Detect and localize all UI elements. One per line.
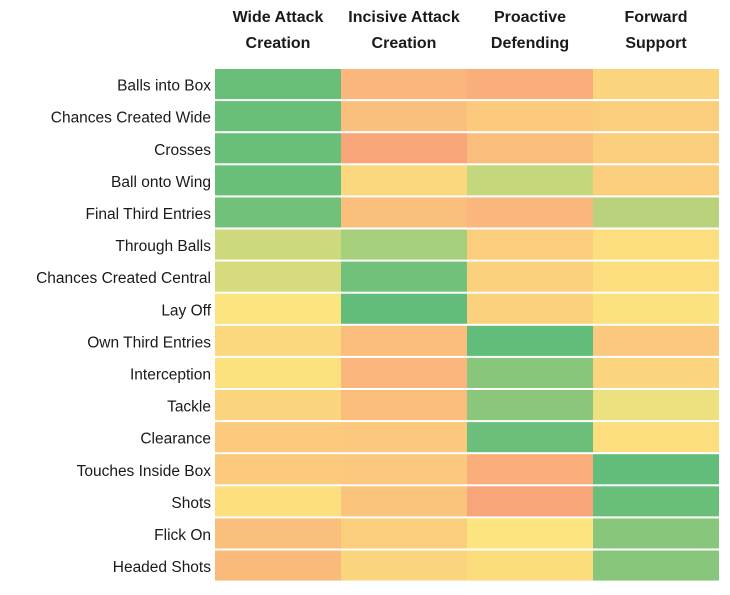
column-label-line: Creation — [372, 35, 437, 52]
heatmap-cell-headed-shots-forward-support — [593, 550, 719, 581]
heatmap-cell-flick-on-incisive-attack-creation — [341, 518, 467, 549]
row-label-lay-off: Lay Off — [161, 302, 211, 319]
heatmap-cell-own-third-entries-forward-support — [593, 325, 719, 356]
heatmap-cell-final-third-entries-forward-support — [593, 197, 719, 228]
row-label-headed-shots: Headed Shots — [113, 559, 211, 576]
row-label-flick-on: Flick On — [154, 527, 211, 544]
column-label-wide-attack-creation: Wide Attack Creation — [233, 9, 324, 52]
heatmap-cell-through-balls-wide-attack-creation — [215, 229, 341, 260]
heatmap-cell-own-third-entries-proactive-defending — [467, 325, 593, 356]
heatmap-cell-through-balls-forward-support — [593, 229, 719, 260]
column-label-proactive-defending: Proactive Defending — [491, 9, 569, 52]
heatmap-cell-through-balls-proactive-defending — [467, 229, 593, 260]
heatmap-cell-headed-shots-incisive-attack-creation — [341, 550, 467, 581]
heatmap-cell-clearance-proactive-defending — [467, 422, 593, 453]
column-label-line: Incisive Attack — [348, 9, 460, 26]
column-label-line: Proactive — [494, 9, 566, 26]
heatmap-cell-shots-incisive-attack-creation — [341, 486, 467, 517]
heatmap-cell-through-balls-incisive-attack-creation — [341, 229, 467, 260]
heatmap-cell-flick-on-proactive-defending — [467, 518, 593, 549]
heatmap-cell-chances-created-wide-incisive-attack-creation — [341, 101, 467, 132]
heatmap-cell-lay-off-proactive-defending — [467, 293, 593, 324]
heatmap-cell-touches-inside-box-proactive-defending — [467, 454, 593, 485]
heatmap-cell-balls-into-box-proactive-defending — [467, 69, 593, 100]
heatmap-cell-crosses-proactive-defending — [467, 133, 593, 164]
heatmap-cell-tackle-proactive-defending — [467, 390, 593, 421]
column-label-line: Forward — [624, 9, 687, 26]
heatmap-cell-shots-wide-attack-creation — [215, 486, 341, 517]
heatmap-cell-flick-on-wide-attack-creation — [215, 518, 341, 549]
row-label-clearance: Clearance — [140, 431, 211, 448]
heatmap-cell-final-third-entries-incisive-attack-creation — [341, 197, 467, 228]
heatmap-cell-chances-created-wide-forward-support — [593, 101, 719, 132]
heatmap-cell-interception-proactive-defending — [467, 357, 593, 388]
row-label-touches-inside-box: Touches Inside Box — [77, 463, 212, 480]
column-label-line: Creation — [246, 35, 311, 52]
row-labels: Balls into Box Chances Created Wide Crosse… — [36, 78, 212, 576]
column-label-line: Support — [625, 35, 687, 52]
heatmap-cell-tackle-incisive-attack-creation — [341, 390, 467, 421]
heatmap-cell-shots-forward-support — [593, 486, 719, 517]
row-label-through-balls: Through Balls — [115, 238, 211, 255]
heatmap-cell-ball-onto-wing-wide-attack-creation — [215, 165, 341, 196]
heatmap-cells — [215, 69, 719, 581]
heatmap-cell-chances-created-central-incisive-attack-creation — [341, 261, 467, 292]
row-label-chances-created-wide: Chances Created Wide — [51, 110, 211, 127]
heatmap-cell-balls-into-box-forward-support — [593, 69, 719, 100]
heatmap-cell-interception-forward-support — [593, 357, 719, 388]
heatmap-cell-lay-off-incisive-attack-creation — [341, 293, 467, 324]
row-label-ball-onto-wing: Ball onto Wing — [111, 174, 211, 191]
heatmap-cell-ball-onto-wing-proactive-defending — [467, 165, 593, 196]
heatmap-cell-chances-created-central-forward-support — [593, 261, 719, 292]
column-label-line: Defending — [491, 35, 569, 52]
row-label-crosses: Crosses — [154, 142, 211, 159]
column-labels: Wide Attack Creation Incisive Attack Creati… — [233, 9, 688, 52]
heatmap-cell-chances-created-wide-wide-attack-creation — [215, 101, 341, 132]
heatmap-cell-touches-inside-box-wide-attack-creation — [215, 454, 341, 485]
heatmap-cell-crosses-forward-support — [593, 133, 719, 164]
heatmap-cell-touches-inside-box-incisive-attack-creation — [341, 454, 467, 485]
row-label-shots: Shots — [171, 495, 211, 512]
heatmap-cell-ball-onto-wing-incisive-attack-creation — [341, 165, 467, 196]
heatmap-cell-chances-created-central-wide-attack-creation — [215, 261, 341, 292]
heatmap-cell-crosses-wide-attack-creation — [215, 133, 341, 164]
heatmap-cell-chances-created-central-proactive-defending — [467, 261, 593, 292]
heatmap-cell-own-third-entries-incisive-attack-creation — [341, 325, 467, 356]
heatmap-cell-shots-proactive-defending — [467, 486, 593, 517]
heatmap-cell-lay-off-forward-support — [593, 293, 719, 324]
row-label-chances-created-central: Chances Created Central — [36, 270, 211, 287]
heatmap-cell-crosses-incisive-attack-creation — [341, 133, 467, 164]
heatmap-cell-ball-onto-wing-forward-support — [593, 165, 719, 196]
heatmap-cell-balls-into-box-wide-attack-creation — [215, 69, 341, 100]
heatmap-cell-clearance-incisive-attack-creation — [341, 422, 467, 453]
heatmap-cell-interception-incisive-attack-creation — [341, 357, 467, 388]
row-label-final-third-entries: Final Third Entries — [86, 206, 212, 223]
row-label-balls-into-box: Balls into Box — [117, 78, 211, 95]
heatmap-cell-interception-wide-attack-creation — [215, 357, 341, 388]
row-label-interception: Interception — [130, 366, 211, 383]
heatmap-cell-flick-on-forward-support — [593, 518, 719, 549]
column-label-incisive-attack-creation: Incisive Attack Creation — [348, 9, 460, 52]
heatmap-cell-clearance-wide-attack-creation — [215, 422, 341, 453]
heatmap-cell-own-third-entries-wide-attack-creation — [215, 325, 341, 356]
heatmap-cell-tackle-wide-attack-creation — [215, 390, 341, 421]
column-label-line: Wide Attack — [233, 9, 324, 26]
row-label-own-third-entries: Own Third Entries — [87, 334, 211, 351]
heatmap-cell-final-third-entries-proactive-defending — [467, 197, 593, 228]
row-label-tackle: Tackle — [167, 399, 211, 416]
heatmap-cell-clearance-forward-support — [593, 422, 719, 453]
heatmap-cell-touches-inside-box-forward-support — [593, 454, 719, 485]
heatmap-cell-chances-created-wide-proactive-defending — [467, 101, 593, 132]
column-label-forward-support: Forward Support — [624, 9, 687, 52]
heatmap-cell-balls-into-box-incisive-attack-creation — [341, 69, 467, 100]
heatmap-cell-headed-shots-wide-attack-creation — [215, 550, 341, 581]
heatmap-cell-lay-off-wide-attack-creation — [215, 293, 341, 324]
heatmap-cell-final-third-entries-wide-attack-creation — [215, 197, 341, 228]
heatmap-cell-headed-shots-proactive-defending — [467, 550, 593, 581]
heatmap-cell-tackle-forward-support — [593, 390, 719, 421]
